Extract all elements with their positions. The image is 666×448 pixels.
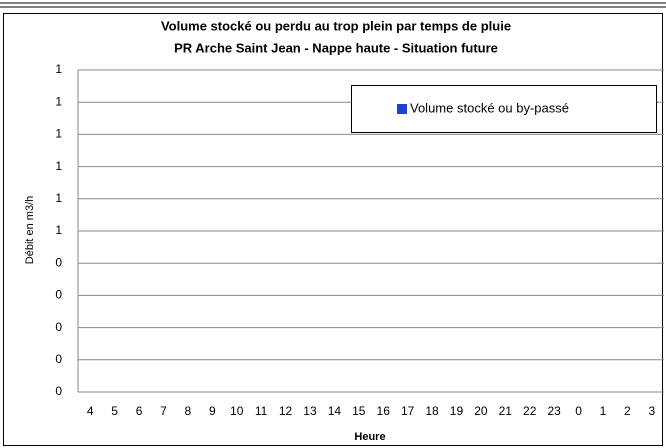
legend-swatch (397, 104, 407, 114)
x-tick-label: 0 (575, 404, 582, 418)
y-tick-label: 0 (55, 288, 62, 302)
x-tick-label: 15 (352, 404, 366, 418)
y-tick-label: 1 (55, 127, 62, 141)
y-tick-label: 0 (55, 352, 62, 366)
x-tick-label: 11 (255, 404, 268, 418)
x-tick-label: 8 (185, 404, 192, 418)
x-tick-label: 23 (547, 404, 561, 418)
x-tick-label: 7 (160, 404, 167, 418)
x-tick-label: 21 (499, 404, 513, 418)
x-tick-label: 16 (377, 404, 391, 418)
x-tick-label: 22 (523, 404, 537, 418)
y-tick-label: 1 (55, 223, 62, 237)
x-tick-label: 10 (230, 404, 244, 418)
x-tick-label: 13 (303, 404, 317, 418)
chart-frame (3, 13, 663, 446)
y-axis-label: Débit en m3/h (24, 196, 36, 264)
x-tick-label: 6 (136, 404, 143, 418)
x-tick-label: 1 (600, 404, 607, 418)
x-tick-label: 4 (87, 404, 94, 418)
x-tick-label: 3 (648, 404, 655, 418)
y-tick-label: 0 (55, 255, 62, 269)
y-tick-label: 0 (55, 320, 62, 334)
y-tick-label: 1 (55, 62, 62, 76)
x-tick-label: 18 (425, 404, 439, 418)
x-tick-label: 12 (279, 404, 293, 418)
y-tick-label: 1 (55, 159, 62, 173)
x-tick-label: 5 (111, 404, 118, 418)
x-tick-label: 17 (401, 404, 415, 418)
x-tick-label: 20 (474, 404, 488, 418)
x-tick-label: 14 (328, 404, 342, 418)
x-tick-label: 9 (209, 404, 216, 418)
chart-subtitle: PR Arche Saint Jean - Nappe haute - Situ… (174, 40, 498, 55)
y-tick-label: 0 (55, 384, 62, 398)
chart-title: Volume stocké ou perdu au trop plein par… (161, 18, 511, 33)
x-tick-label: 19 (450, 404, 464, 418)
legend-label: Volume stocké ou by-passé (410, 100, 569, 115)
y-tick-label: 1 (55, 191, 62, 205)
y-tick-label: 1 (55, 94, 62, 108)
x-tick-label: 2 (624, 404, 631, 418)
x-axis-label: Heure (354, 431, 385, 443)
